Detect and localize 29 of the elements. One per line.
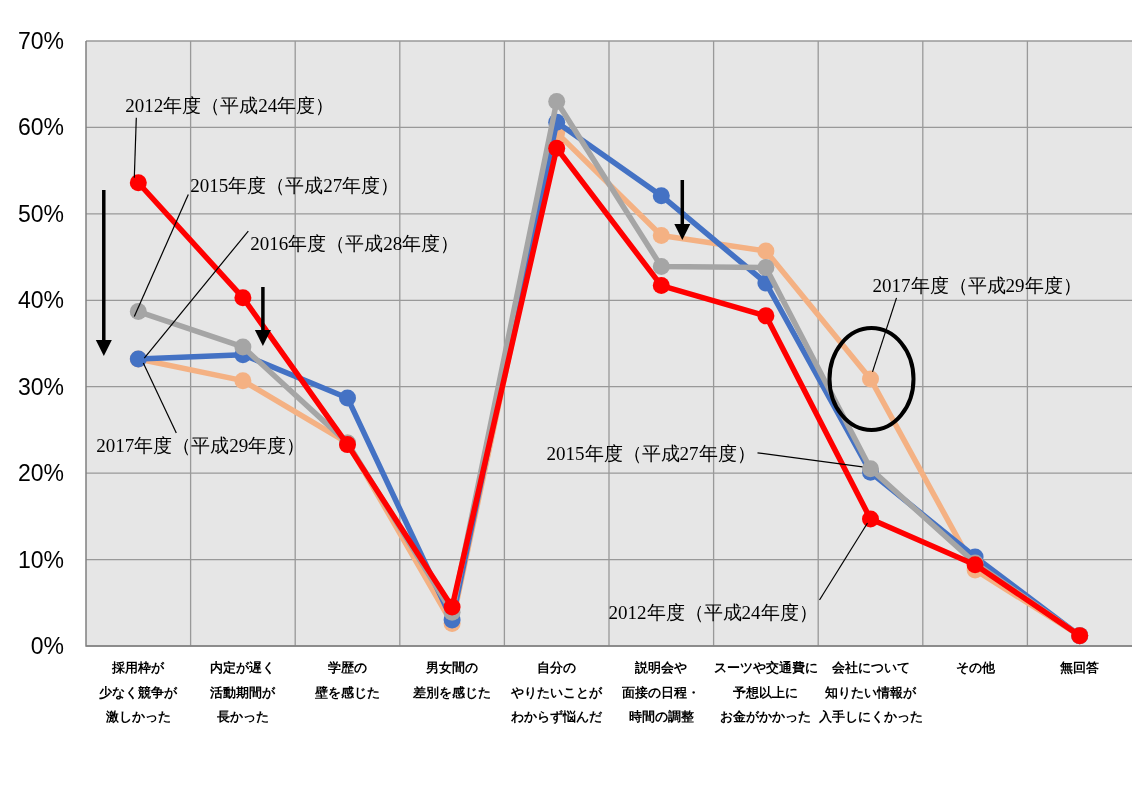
annotation: 2016年度（平成28年度） xyxy=(143,230,460,359)
annotation: 2017年度（平成29年度） xyxy=(96,435,306,457)
annotation: 2012年度（平成24年度） xyxy=(125,94,335,116)
x-tick-label: 会社について知りたい情報が入手しにくかった xyxy=(817,660,923,724)
y-tick-label: 20% xyxy=(17,460,64,487)
y-tick-label: 70% xyxy=(17,28,64,54)
annotation: 2016年度（平成28年度） xyxy=(250,233,460,255)
annotation: 2017年度（平成29年度） xyxy=(872,274,1082,296)
x-tick-label: 学歴の壁を感じた xyxy=(314,660,380,700)
x-tick-label: 無回答 xyxy=(1059,660,1100,675)
y-tick-label: 40% xyxy=(17,287,64,314)
annotation: 2015年度（平成27年度） xyxy=(546,442,864,468)
y-tick-label: 0% xyxy=(30,633,64,659)
x-tick-label: スーツや交通費に予想以上にお金がかかった xyxy=(713,660,818,724)
x-tick-label: 説明会や面接の日程・時間の調整 xyxy=(621,660,701,724)
x-tick-label: 内定が遅く活動期間が長かった xyxy=(209,660,277,724)
y-tick-label: 60% xyxy=(17,114,64,141)
annotation: 2012年度（平成24年度） xyxy=(608,601,818,623)
x-tick-label: その他 xyxy=(955,660,996,675)
annotation: 2017年度（平成29年度） xyxy=(871,274,1082,373)
y-tick-label: 50% xyxy=(17,200,64,227)
x-tick-label: 採用枠が少なく競争が激しかった xyxy=(99,660,179,724)
annotation: 2012年度（平成24年度） xyxy=(608,522,869,623)
y-tick-label: 10% xyxy=(17,546,64,573)
annotation: 2017年度（平成29年度） xyxy=(96,362,306,457)
y-tick-label: 30% xyxy=(17,373,64,400)
x-tick-label: 男女間の差別を感じた xyxy=(412,660,492,700)
annotation: 2015年度（平成27年度） xyxy=(546,442,756,464)
x-tick-label: 自分のやりたいことがわからず悩んだ xyxy=(510,660,604,724)
